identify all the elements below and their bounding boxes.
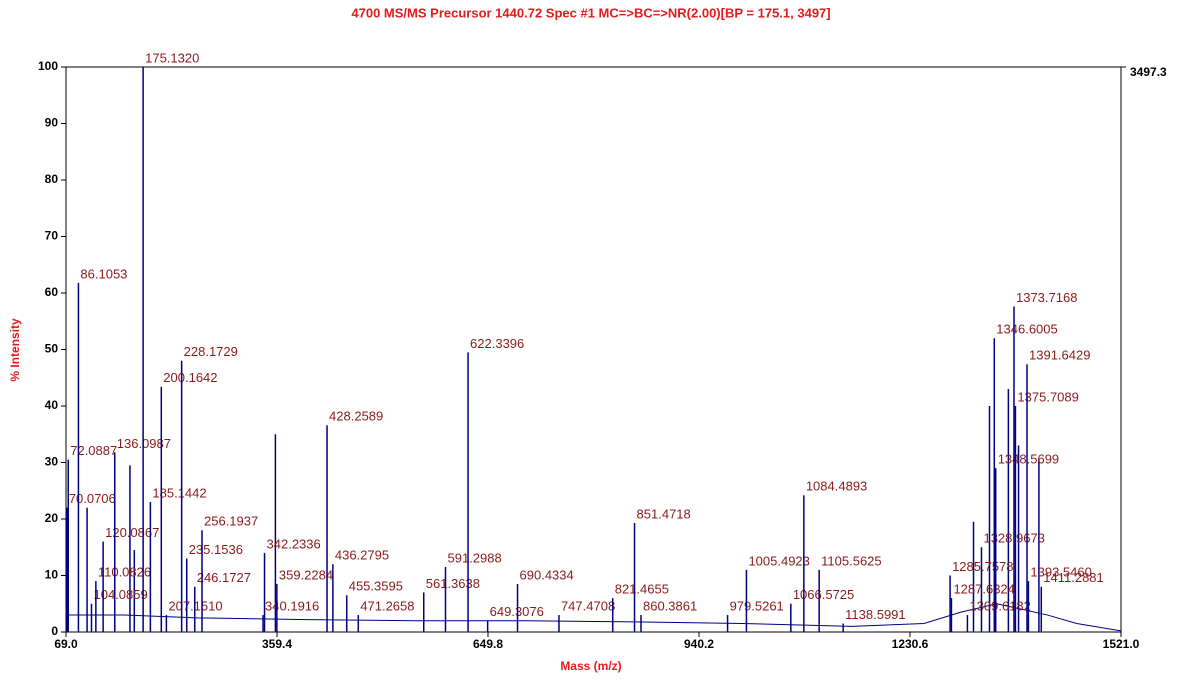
peak-label: 1105.5625 bbox=[821, 553, 882, 568]
peak-label: 591.2988 bbox=[447, 550, 501, 565]
peak-label: 1066.5725 bbox=[793, 587, 854, 602]
peak-label: 110.0826 bbox=[98, 565, 151, 580]
y-tick-label: 60 bbox=[45, 285, 59, 299]
peak-label: 622.3396 bbox=[470, 336, 524, 351]
peak-label: 136.0987 bbox=[117, 436, 171, 451]
peak-label: 851.4718 bbox=[637, 506, 691, 521]
x-tick-label: 69.0 bbox=[54, 637, 78, 651]
x-tick-label: 940.2 bbox=[684, 637, 714, 651]
peak-label: 207.1510 bbox=[168, 598, 222, 613]
peak-label: 436.2795 bbox=[335, 548, 389, 563]
peak-label: 256.1937 bbox=[204, 514, 258, 529]
peak-label: 185.1442 bbox=[152, 485, 206, 500]
peak-label: 428.2589 bbox=[329, 409, 383, 424]
peak-label: 228.1729 bbox=[184, 344, 238, 359]
peak-label: 340.1916 bbox=[265, 598, 319, 613]
y-tick-label: 20 bbox=[45, 511, 59, 525]
x-tick-label: 1230.6 bbox=[892, 637, 929, 651]
x-axis-label: Mass (m/z) bbox=[560, 659, 621, 673]
peak-label: 1393.5460 bbox=[1030, 565, 1091, 580]
peak-label: 359.2284 bbox=[279, 567, 333, 582]
x-tick-label: 359.4 bbox=[262, 637, 292, 651]
peak-label: 1005.4923 bbox=[748, 553, 809, 568]
y2-tick-label: 3497.3 bbox=[1130, 65, 1167, 79]
x-tick-label: 649.8 bbox=[473, 637, 503, 651]
chart-title: 4700 MS/MS Precursor 1440.72 Spec #1 MC=… bbox=[351, 5, 830, 20]
peak-label: 747.4708 bbox=[561, 598, 615, 613]
peak-label: 1285.7578 bbox=[952, 559, 1013, 574]
peak-label: 979.5261 bbox=[730, 598, 784, 613]
peak-label: 246.1727 bbox=[197, 570, 251, 585]
peak-label: 175.1320 bbox=[145, 50, 199, 65]
y-tick-label: 0 bbox=[51, 624, 58, 638]
peak-label: 104.0859 bbox=[93, 587, 147, 602]
y-tick-label: 100 bbox=[38, 59, 58, 73]
peak-label: 821.4655 bbox=[615, 582, 669, 597]
peak-label: 1346.6005 bbox=[996, 322, 1057, 337]
peak-label: 1391.6429 bbox=[1029, 348, 1090, 363]
peak-label: 86.1053 bbox=[80, 266, 127, 281]
peak-label: 342.2336 bbox=[267, 536, 321, 551]
peak-label: 471.2658 bbox=[360, 598, 414, 613]
peak-label: 1287.6324 bbox=[953, 582, 1014, 597]
peak-label: 120.0867 bbox=[105, 525, 159, 540]
y-tick-label: 50 bbox=[45, 342, 59, 356]
peak-label: 455.3595 bbox=[349, 579, 403, 594]
y-tick-label: 40 bbox=[45, 398, 59, 412]
peak-label: 70.0706 bbox=[69, 491, 116, 506]
peak-label: 1138.5991 bbox=[845, 607, 906, 622]
peak-label: 1411.2881 bbox=[1043, 570, 1104, 585]
peak-label: 649.3076 bbox=[490, 604, 544, 619]
peak-label: 690.4334 bbox=[520, 567, 574, 582]
peak-label: 1309.6182 bbox=[969, 598, 1030, 613]
x-tick-label: 1521.0 bbox=[1103, 637, 1140, 651]
peak-label: 1348.5699 bbox=[998, 452, 1059, 467]
peak-label: 1373.7168 bbox=[1016, 290, 1077, 305]
y-axis-label: % Intensity bbox=[8, 318, 22, 382]
y-tick-label: 70 bbox=[45, 229, 59, 243]
baseline bbox=[66, 603, 1122, 632]
peak-label: 200.1642 bbox=[163, 370, 217, 385]
peak-label: 1084.4893 bbox=[806, 479, 867, 494]
peak-label: 561.3638 bbox=[426, 576, 480, 591]
peak-label: 860.3861 bbox=[643, 598, 697, 613]
y-tick-label: 90 bbox=[45, 116, 59, 130]
y-tick-label: 80 bbox=[45, 172, 59, 186]
peak-label: 235.1536 bbox=[189, 542, 243, 557]
peak-label: 72.0887 bbox=[70, 443, 117, 458]
y-tick-label: 10 bbox=[45, 568, 59, 582]
y-tick-label: 30 bbox=[45, 455, 59, 469]
peak-label: 1375.7089 bbox=[1017, 389, 1078, 404]
